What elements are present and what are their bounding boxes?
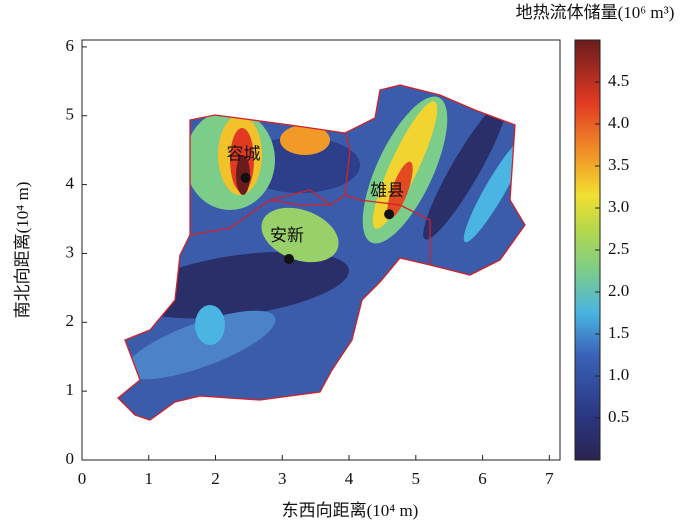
x-tick-label: 2 bbox=[211, 469, 220, 488]
colorbar-tick-label: 3.5 bbox=[608, 155, 629, 174]
x-tick-label: 7 bbox=[545, 469, 554, 488]
y-tick-label: 0 bbox=[66, 449, 75, 468]
city-label: 安新 bbox=[270, 226, 304, 245]
heat-map bbox=[118, 85, 525, 420]
x-tick-label: 5 bbox=[412, 469, 421, 488]
city-label: 雄县 bbox=[370, 181, 404, 200]
x-tick-label: 1 bbox=[145, 469, 154, 488]
colorbar-tick-label: 4.0 bbox=[608, 113, 629, 132]
y-tick-label: 4 bbox=[66, 173, 75, 192]
colorbar-tick-label: 2.0 bbox=[608, 281, 629, 300]
x-tick-label: 3 bbox=[278, 469, 287, 488]
colorbar-tick-label: 3.0 bbox=[608, 197, 629, 216]
x-tick-label: 0 bbox=[78, 469, 87, 488]
y-tick-label: 3 bbox=[66, 242, 75, 261]
colorbar-tick-label: 0.5 bbox=[608, 407, 629, 426]
region-boundary bbox=[117, 84, 526, 421]
x-tick-label: 6 bbox=[478, 469, 487, 488]
y-tick-label: 1 bbox=[66, 380, 75, 399]
colorbar-label: 地热流体储量(10⁶ m³) bbox=[516, 3, 675, 22]
y-tick-label: 5 bbox=[66, 105, 75, 124]
plot-frame bbox=[81, 39, 561, 461]
city-point bbox=[240, 172, 251, 183]
colorbar-tick-label: 4.5 bbox=[608, 71, 629, 90]
colorbar-tick-label: 1.5 bbox=[608, 323, 629, 342]
y-tick-label: 6 bbox=[66, 36, 75, 55]
y-tick-label: 2 bbox=[66, 311, 75, 330]
city-point bbox=[283, 253, 294, 264]
x-tick-label: 4 bbox=[345, 469, 354, 488]
city-point bbox=[384, 209, 395, 220]
colorbar-tick-label: 1.0 bbox=[608, 365, 629, 384]
y-axis-label: 南北向距离(10⁴ m) bbox=[13, 182, 32, 319]
x-axis-label: 东西向距离(10⁴ m) bbox=[282, 501, 419, 520]
city-label: 容城 bbox=[227, 145, 261, 164]
colorbar-tick-label: 2.5 bbox=[608, 239, 629, 258]
